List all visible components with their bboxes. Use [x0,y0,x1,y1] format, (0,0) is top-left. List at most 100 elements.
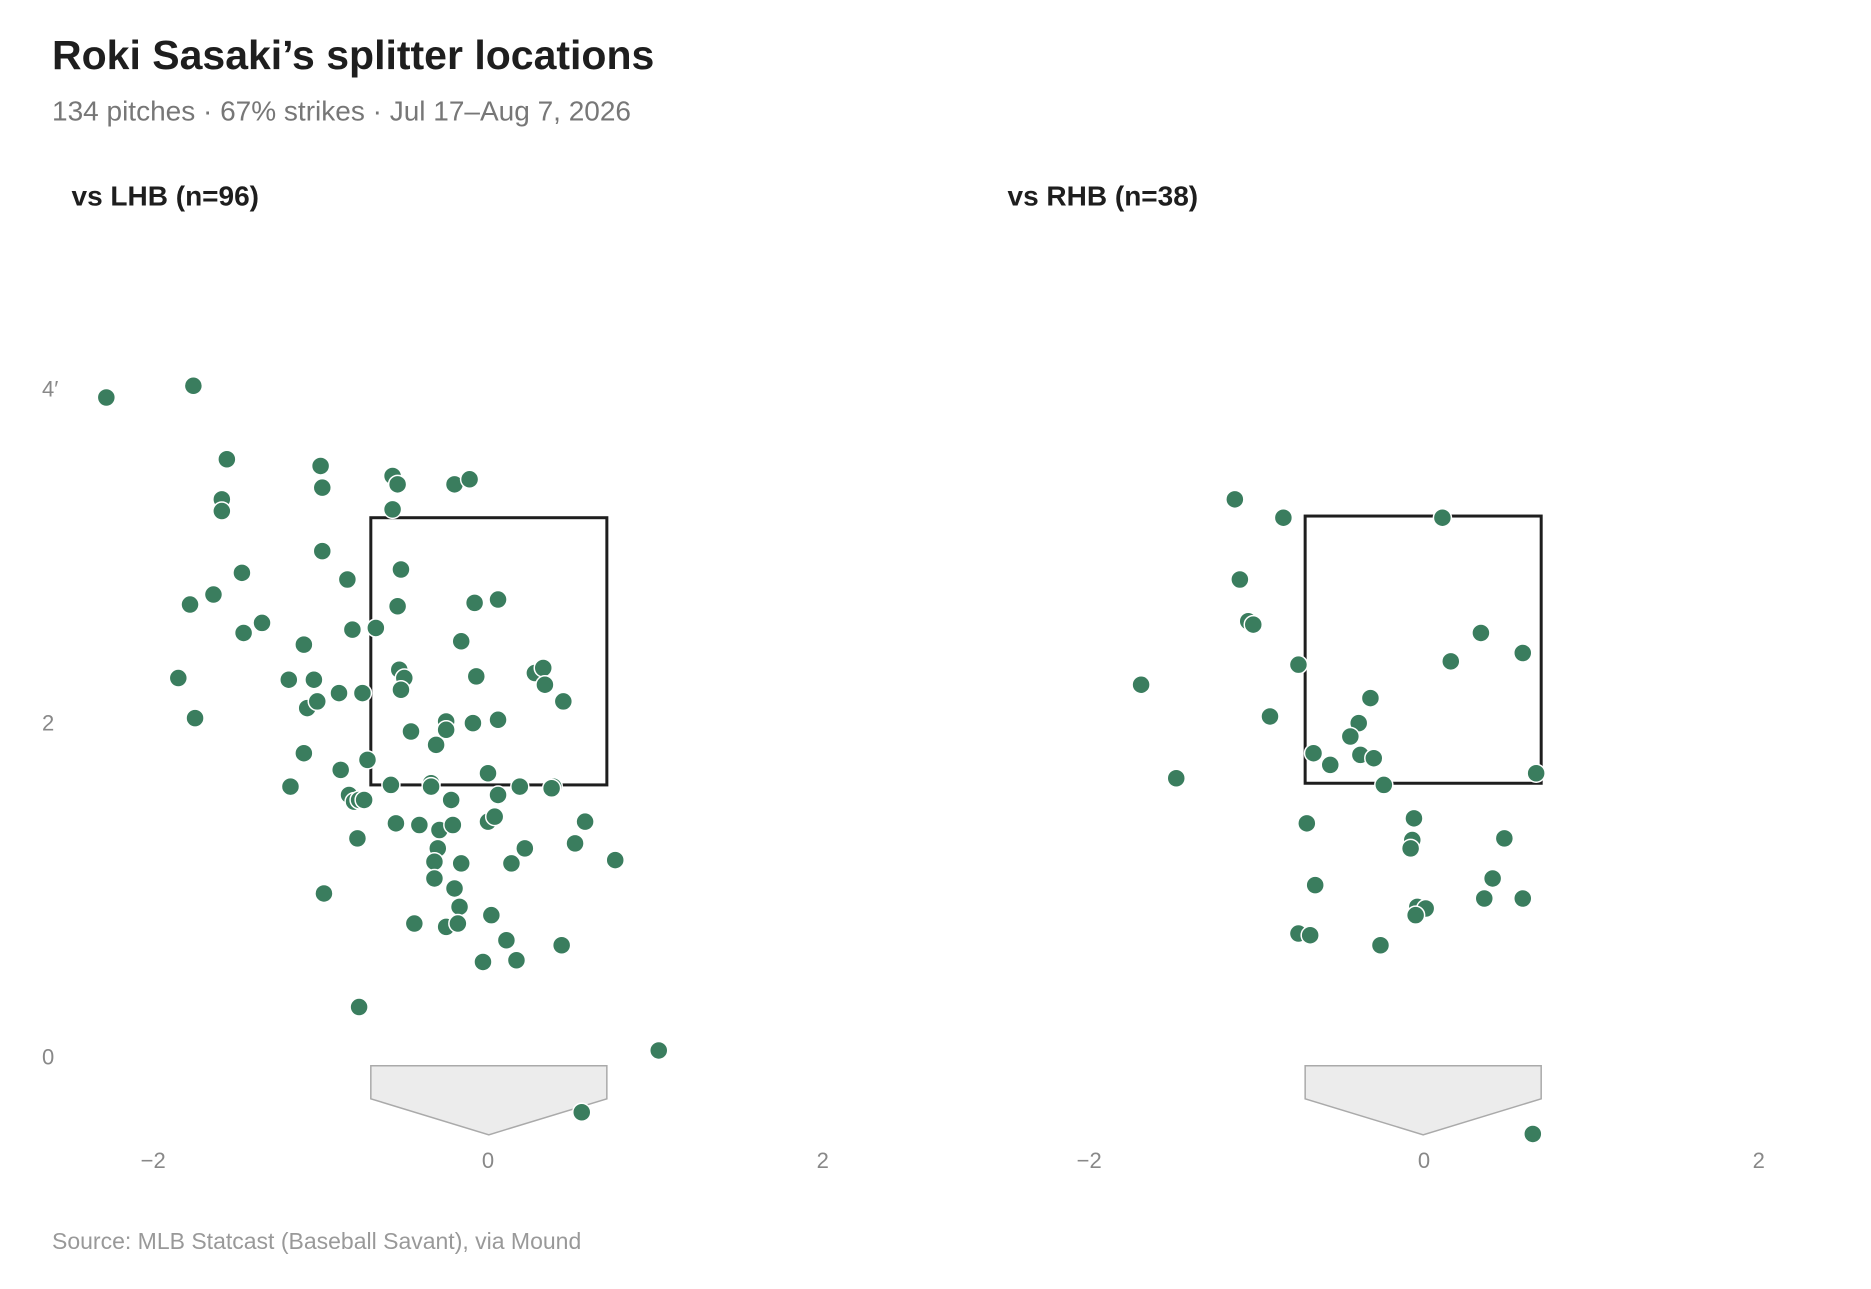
pitch-point [381,775,401,795]
pitch-point [484,806,505,827]
y-tick-label: 0 [42,1045,54,1070]
x-tick-label: 2 [1753,1148,1765,1173]
pitch-point [541,778,562,799]
pitch-point [444,878,465,899]
pitch-point [421,776,441,797]
pitch-point [488,589,508,610]
pitch-point [449,897,470,917]
pitch-point [441,790,461,810]
pitch-point [233,623,254,643]
pitch-point [1360,688,1381,708]
pitch-point [1404,808,1424,829]
pitch-point [212,501,232,521]
pitch-point [366,618,386,638]
pitch-point [183,376,204,396]
pitch-point [354,790,374,810]
pitch-point [571,1102,592,1122]
pitch-point [391,559,411,580]
pitch-point [473,952,493,972]
panel-title: vs LHB (n=96) [72,180,260,211]
pitch-point [1405,905,1426,925]
pitch-point [1243,614,1264,635]
pitch-point [488,710,508,730]
pitch-point [180,594,200,615]
pitch-point [387,596,408,616]
pitch-point [1273,507,1294,528]
chart-title: Roki Sasaki’s splitter locations [52,32,654,78]
pitch-point [307,691,328,712]
pitch-point [1300,925,1320,945]
pitch-point [357,750,378,770]
source-note: Source: MLB Statcast (Baseball Savant), … [52,1228,581,1254]
pitch-point [386,813,406,834]
pitch-point [648,1040,669,1061]
pitch-point [463,713,483,733]
pitch-point [387,474,408,495]
pitch-point [1303,743,1324,763]
pitch-point [1260,706,1280,727]
pitch-point [1166,768,1186,788]
pitch-point [404,913,425,934]
pitch-point [1230,569,1250,590]
pitch-point [443,815,463,835]
pitch-point [401,721,421,742]
pitch-point [424,868,445,889]
pitch-point [478,763,498,783]
pitch-point [1364,748,1384,768]
pitch-point [553,691,574,712]
pitch-point [506,950,527,971]
pitch-point [1400,838,1421,859]
pitch-point [575,811,595,832]
pitch-point [304,669,324,690]
pitch-point [1297,813,1317,834]
home-plate [1304,1065,1542,1136]
x-tick-label: −2 [1077,1148,1102,1173]
pitch-point [1513,643,1533,663]
pitch-point [496,930,517,950]
x-tick-label: −2 [141,1148,166,1173]
pitch-point [481,905,502,925]
strike-zone [369,516,609,787]
pitch-point [533,658,553,678]
pitch-point [501,853,522,874]
x-tick-label: 0 [1418,1148,1430,1173]
pitch-point [1225,489,1245,510]
pitch-point [252,613,272,633]
pitch-point [1526,763,1546,783]
pitch-point [96,387,117,408]
pitch-point [1441,651,1461,672]
pitch-point [1513,888,1533,909]
pitch-point [605,850,625,870]
pitch-point [488,785,508,805]
pitch-point [451,631,471,652]
pitch-point [1374,775,1394,795]
x-tick-label: 0 [482,1148,494,1173]
pitch-point [310,456,331,476]
pitch-point [1494,828,1515,849]
pitch-point [426,735,446,755]
pitch-point [1523,1124,1543,1144]
pitch-point [510,776,530,797]
pitch-point [451,853,471,874]
pitch-point [280,776,301,797]
pitch-point [459,469,480,490]
pitch-point [1474,888,1495,909]
pitch-point [1131,674,1151,695]
pitch-point [424,851,445,872]
pitch-point [448,913,468,934]
pitch-point [382,499,403,520]
pitch-point [1288,654,1309,675]
pitch-point [168,668,189,688]
chart-subtitle: 134 pitches · 67% strikes · Jul 17–Aug 7… [52,95,631,126]
pitch-point [436,720,456,740]
panel-title: vs RHB (n=38) [1008,180,1199,211]
pitch-point [329,683,349,703]
pitch-point [349,997,369,1017]
pitch-point [1370,935,1391,955]
pitch-point [312,477,333,498]
pitch-point [312,541,333,561]
pitch-point [330,760,351,780]
pitch-point [203,584,224,605]
pitch-point [347,828,368,849]
x-tick-label: 2 [817,1148,829,1173]
